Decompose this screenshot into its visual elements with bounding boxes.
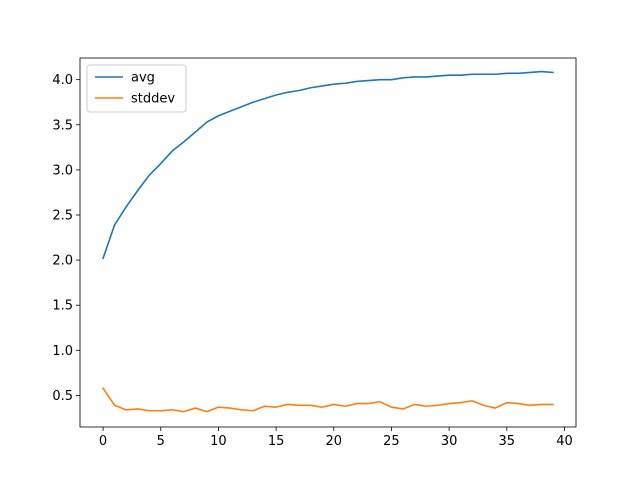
x-tick-label: 0 — [99, 434, 107, 449]
x-tick-label: 25 — [383, 434, 400, 449]
x-axis: 0 5 10 15 20 25 30 35 40 — [99, 427, 573, 449]
series-line-avg — [102, 70, 554, 260]
x-tick-label: 10 — [210, 434, 227, 449]
y-tick-label: 2.5 — [52, 208, 73, 223]
y-tick-label: 2.0 — [52, 254, 73, 269]
legend: avg stddev — [86, 64, 187, 113]
series-layer — [101, 70, 554, 413]
legend-label-avg: avg — [131, 71, 155, 86]
x-tick-label: 15 — [268, 434, 285, 449]
y-tick-label: 0.5 — [52, 389, 73, 404]
y-axis: 0.5 1.0 1.5 2.0 2.5 3.0 3.5 4.0 — [52, 73, 80, 404]
x-tick-label: 5 — [157, 434, 165, 449]
series-line-stddev — [101, 387, 554, 413]
legend-label-stddev: stddev — [131, 92, 175, 107]
y-tick-label: 1.5 — [52, 299, 73, 314]
y-tick-label: 3.5 — [52, 118, 73, 133]
y-tick-label: 4.0 — [52, 73, 73, 88]
x-tick-label: 35 — [499, 434, 516, 449]
y-tick-label: 1.0 — [52, 344, 73, 359]
y-tick-label: 3.0 — [52, 163, 73, 178]
x-tick-label: 30 — [441, 434, 458, 449]
axes-frame — [79, 57, 577, 428]
x-tick-label: 40 — [556, 434, 573, 449]
x-tick-label: 20 — [325, 434, 342, 449]
plot-area — [79, 57, 577, 428]
